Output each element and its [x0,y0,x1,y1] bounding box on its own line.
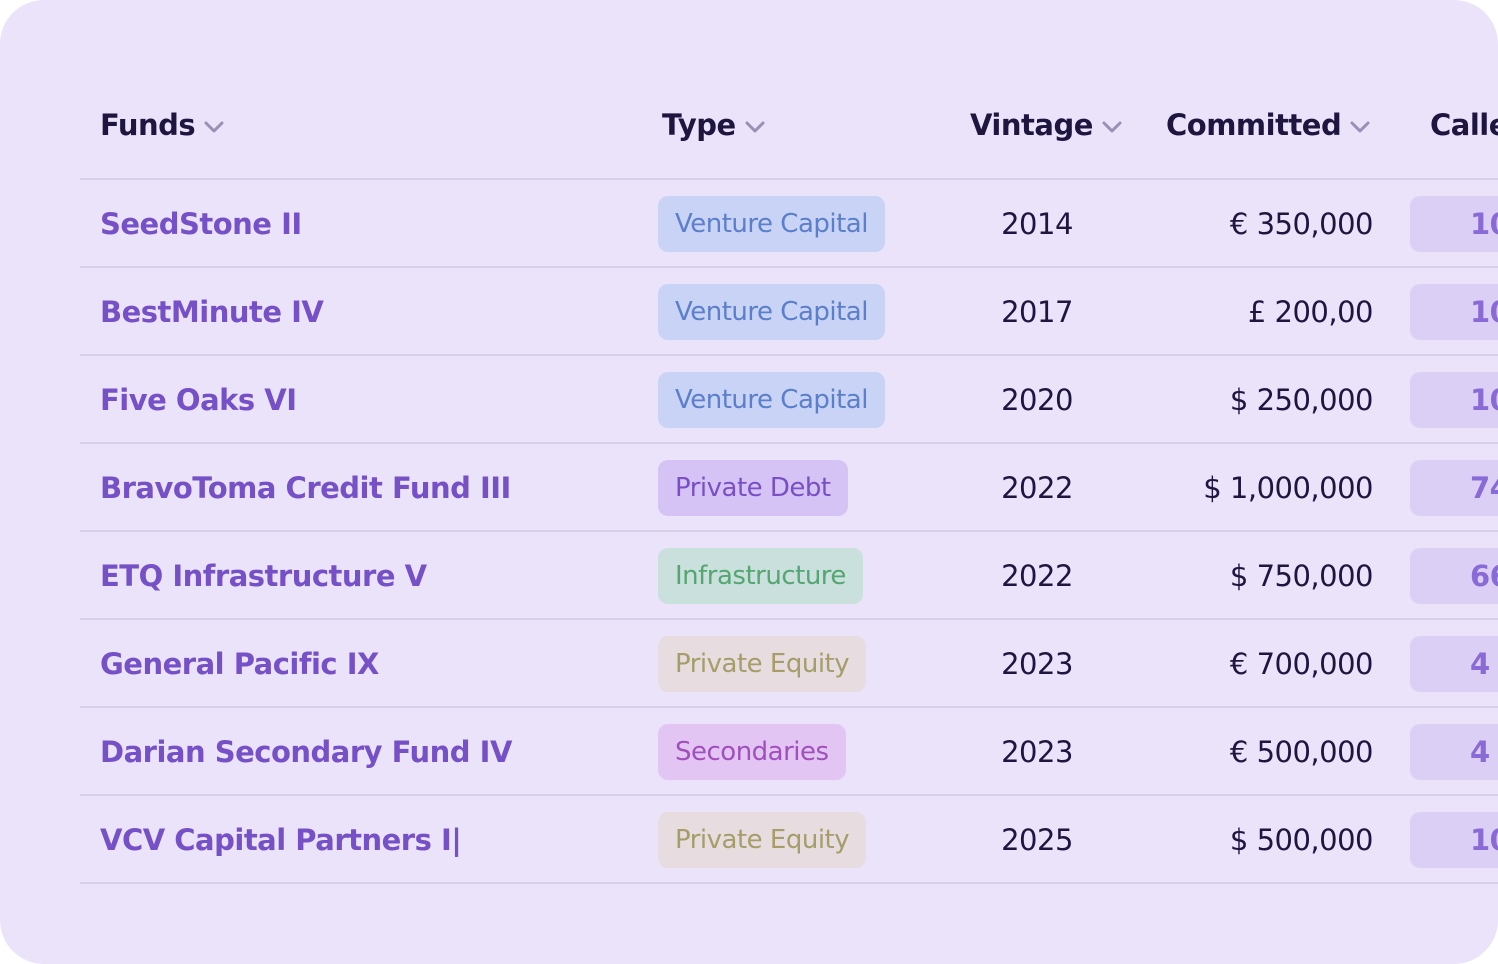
vintage: 2020 [1001,383,1073,417]
vintage: 2017 [1001,295,1073,329]
column-header[interactable]: Funds [100,104,225,146]
header-label: Type [662,108,736,142]
called: 4 [1410,724,1498,780]
row-divider [80,530,1498,532]
type-badge: Private Debt [658,460,848,516]
type-badge: Venture Capital [658,284,885,340]
column-header[interactable]: Calle [1430,104,1498,146]
vintage: 2023 [1001,735,1073,769]
fund-name[interactable]: Five Oaks VI [100,383,297,417]
type-badge: Private Equity [658,812,867,868]
row-divider [80,794,1498,796]
called: 10 [1410,284,1498,340]
row-divider [80,882,1498,884]
type-badge: Infrastructure [658,548,863,604]
fund-name[interactable]: BestMinute IV [100,295,324,329]
fund-name[interactable]: Darian Secondary Fund IV [100,735,512,769]
type-badge: Secondaries [658,724,846,780]
called: 74 [1410,460,1498,516]
called: 10 [1410,812,1498,868]
vintage: 2022 [1001,471,1073,505]
called: 66 [1410,548,1498,604]
committed: $ 250,000 [1229,383,1374,417]
committed: $ 750,000 [1229,559,1374,593]
header-label: Calle [1430,108,1498,142]
column-header[interactable]: Type [662,104,766,146]
fund-name[interactable]: VCV Capital Partners I| [100,823,462,857]
header-label: Funds [100,108,196,142]
vintage: 2022 [1001,559,1073,593]
row-divider [80,354,1498,356]
sort-chevron [745,121,765,133]
vintage: 2025 [1001,823,1073,857]
type-badge: Venture Capital [658,196,885,252]
sort-chevron [1350,121,1370,133]
committed: € 350,000 [1229,207,1374,241]
type-badge: Private Equity [658,636,867,692]
row-divider [80,266,1498,268]
called: 4 [1410,636,1498,692]
called: 10 [1410,372,1498,428]
vintage: 2023 [1001,647,1073,681]
committed: $ 500,000 [1229,823,1374,857]
committed: € 500,000 [1229,735,1374,769]
row-divider [80,706,1498,708]
header-label: Committed [1166,108,1342,142]
type-badge: Venture Capital [658,372,885,428]
header-label: Vintage [970,108,1093,142]
committed: £ 200,00 [1247,295,1374,329]
called: 10 [1410,196,1498,252]
fund-name[interactable]: General Pacific IX [100,647,379,681]
row-divider [80,178,1498,180]
committed: € 700,000 [1229,647,1374,681]
column-header[interactable]: Committed [1166,104,1371,146]
sort-chevron [204,121,224,133]
sort-chevron [1102,121,1122,133]
fund-name[interactable]: SeedStone II [100,207,302,241]
column-header[interactable]: Vintage [970,104,1123,146]
committed: $ 1,000,000 [1203,471,1373,505]
vintage: 2014 [1001,207,1073,241]
fund-name[interactable]: ETQ Infrastructure V [100,559,427,593]
fund-name[interactable]: BravoToma Credit Fund III [100,471,511,505]
row-divider [80,442,1498,444]
row-divider [80,618,1498,620]
